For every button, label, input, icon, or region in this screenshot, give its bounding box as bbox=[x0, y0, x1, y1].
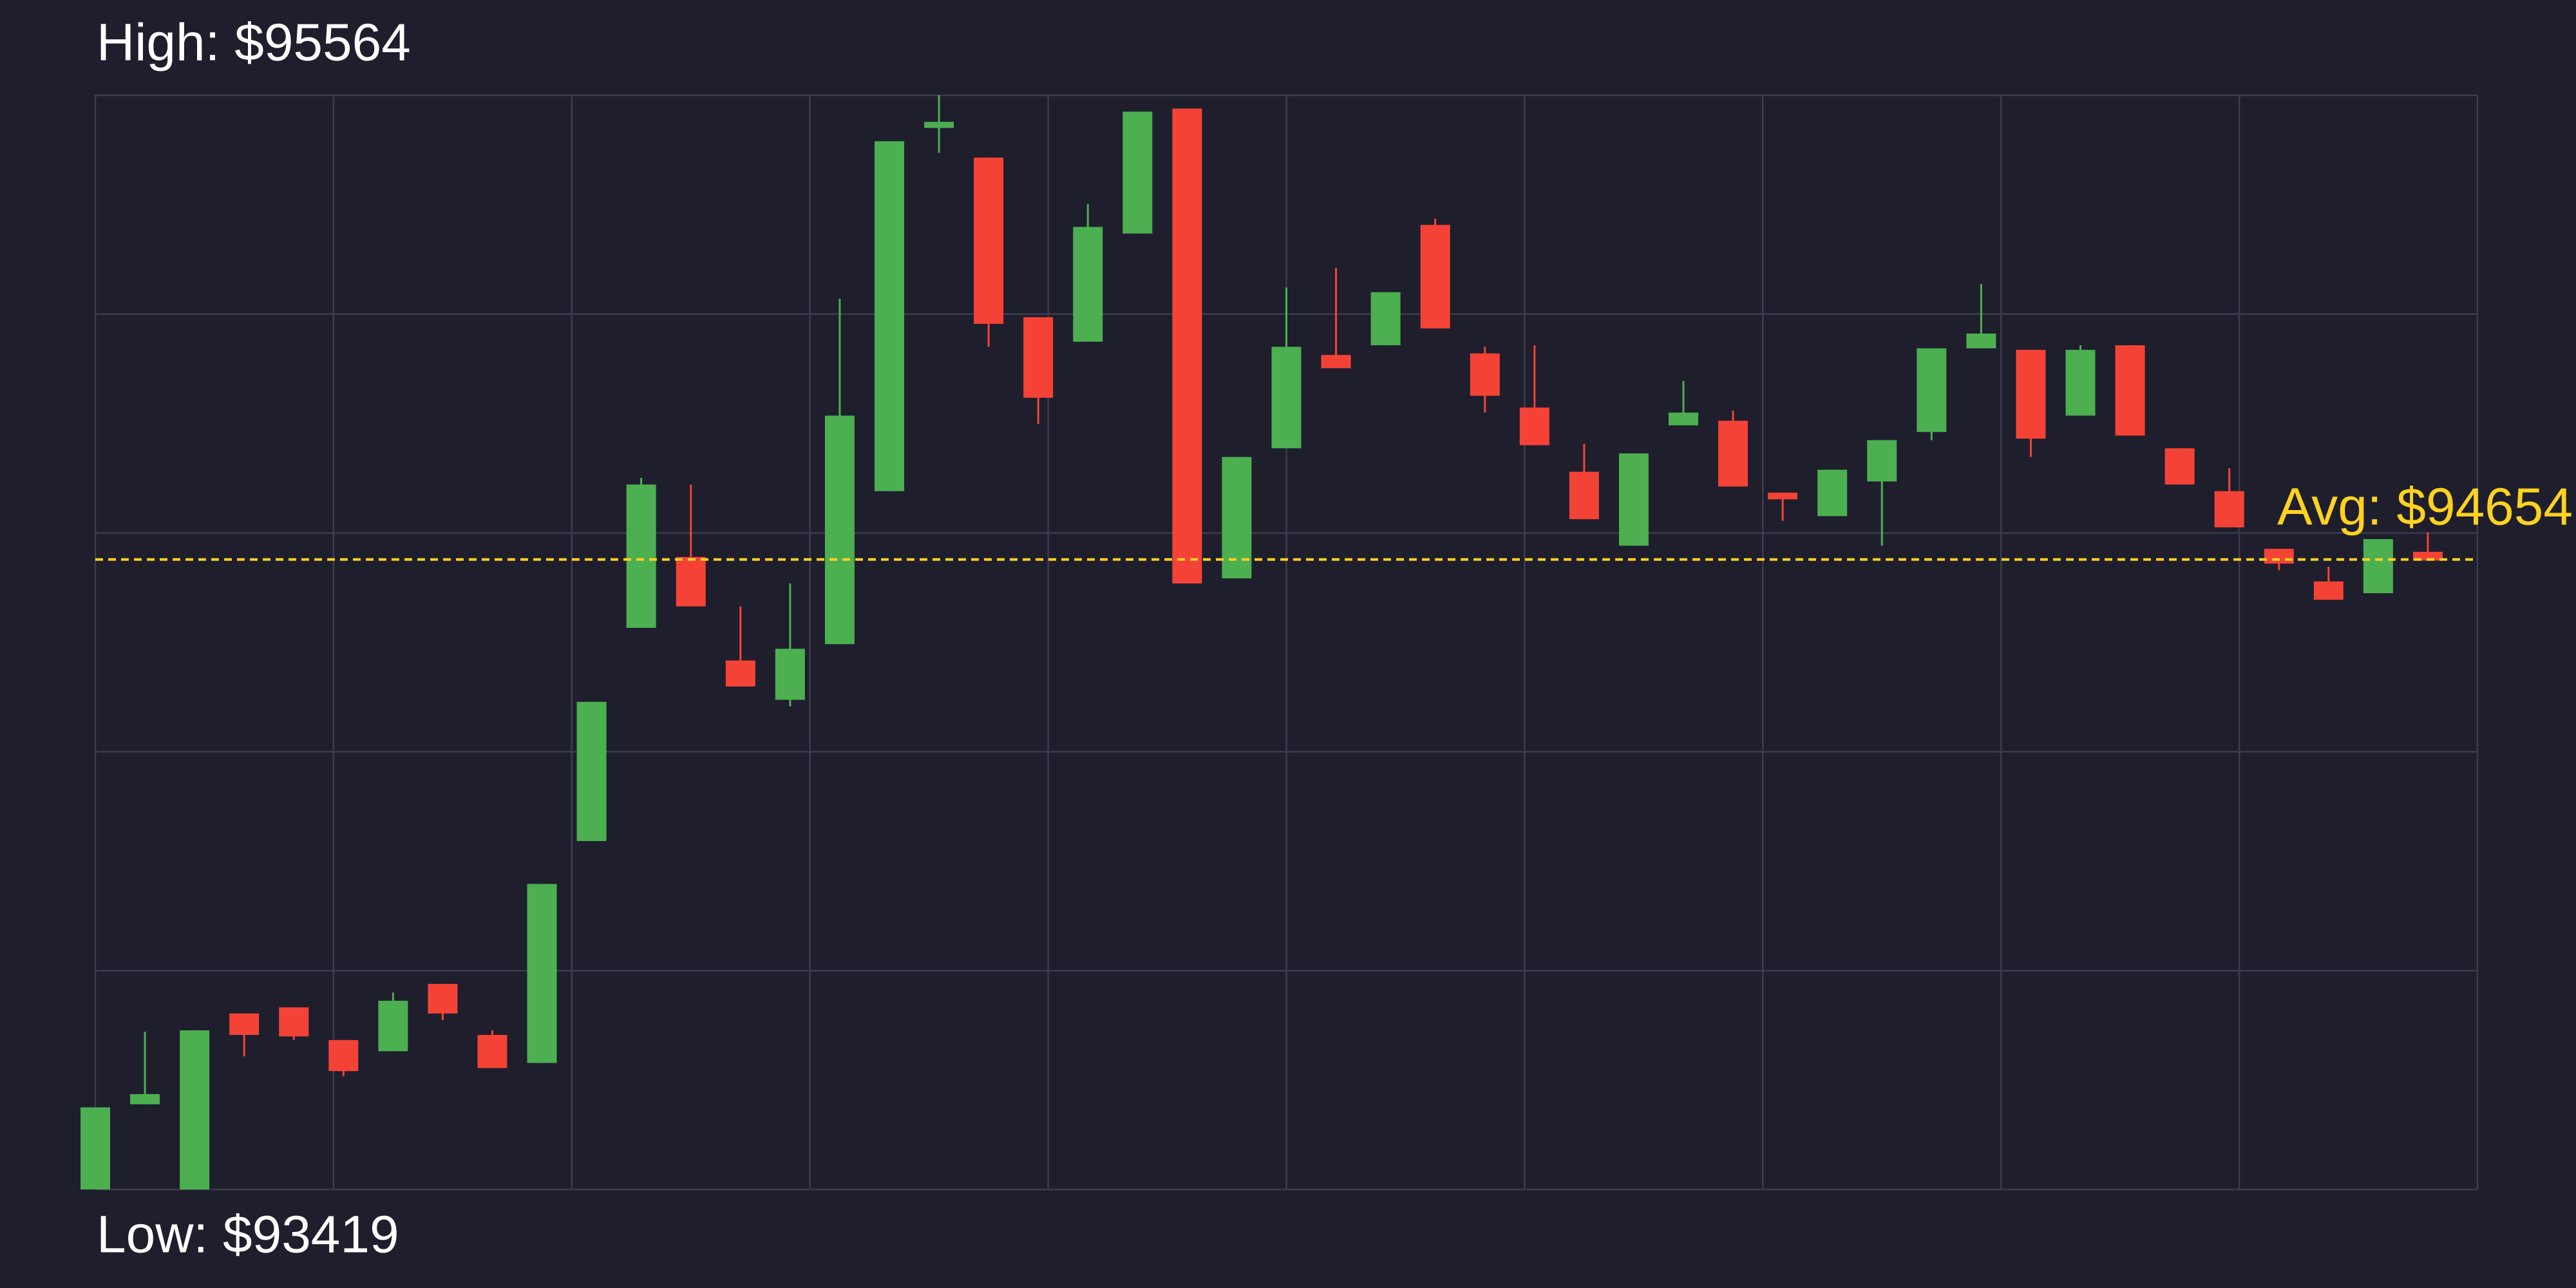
candle-body bbox=[80, 1107, 110, 1189]
candle-body bbox=[2065, 350, 2096, 416]
candle-body bbox=[279, 1007, 309, 1037]
candle-body bbox=[1569, 471, 1599, 520]
candle-body bbox=[130, 1094, 160, 1104]
candle-body bbox=[1867, 440, 1897, 482]
candle-body bbox=[229, 1013, 260, 1036]
candle-body bbox=[1172, 108, 1202, 584]
high-label: High: $95564 bbox=[97, 14, 411, 72]
candle-body bbox=[576, 701, 607, 842]
candle-body bbox=[477, 1035, 507, 1068]
candle-body bbox=[626, 484, 656, 628]
candle-body bbox=[725, 660, 755, 687]
candle-body bbox=[1519, 407, 1549, 446]
candle-body bbox=[2264, 549, 2294, 564]
candle-body bbox=[2115, 345, 2145, 436]
candle-body bbox=[1271, 346, 1302, 449]
candle-body bbox=[775, 649, 805, 700]
candle-body bbox=[1718, 421, 1748, 487]
candle-body bbox=[328, 1039, 359, 1072]
candle-body bbox=[428, 983, 458, 1014]
candle-body bbox=[1222, 457, 1252, 579]
candle-body bbox=[1768, 493, 1798, 500]
candle-body bbox=[527, 884, 557, 1063]
avg-label: Avg: $94654 bbox=[2277, 477, 2573, 536]
candle-body bbox=[924, 122, 954, 128]
candle-body bbox=[1073, 227, 1103, 342]
candle-body bbox=[378, 1000, 408, 1052]
low-label: Low: $93419 bbox=[97, 1206, 399, 1264]
candle-body bbox=[1618, 453, 1649, 546]
candle-body bbox=[676, 556, 706, 607]
candle-body bbox=[974, 157, 1004, 324]
candle-body bbox=[2313, 581, 2344, 600]
candle-body bbox=[2016, 350, 2046, 439]
candle-body bbox=[1023, 317, 1054, 398]
candle-body bbox=[1122, 111, 1153, 234]
candle-body bbox=[875, 141, 904, 491]
candle-body bbox=[1917, 348, 1947, 432]
candle-body bbox=[1817, 469, 1848, 516]
candle-body bbox=[1420, 225, 1450, 328]
candle-body bbox=[2363, 539, 2393, 594]
candle-body bbox=[2214, 491, 2244, 527]
candle-body bbox=[1966, 333, 1996, 348]
candle-body bbox=[1370, 292, 1401, 346]
candle-body bbox=[180, 1030, 210, 1189]
candle-body bbox=[1669, 412, 1698, 426]
candle-body bbox=[2164, 448, 2195, 485]
candle-body bbox=[1321, 355, 1351, 368]
candle-body bbox=[824, 415, 855, 645]
candle-body bbox=[1470, 353, 1500, 396]
